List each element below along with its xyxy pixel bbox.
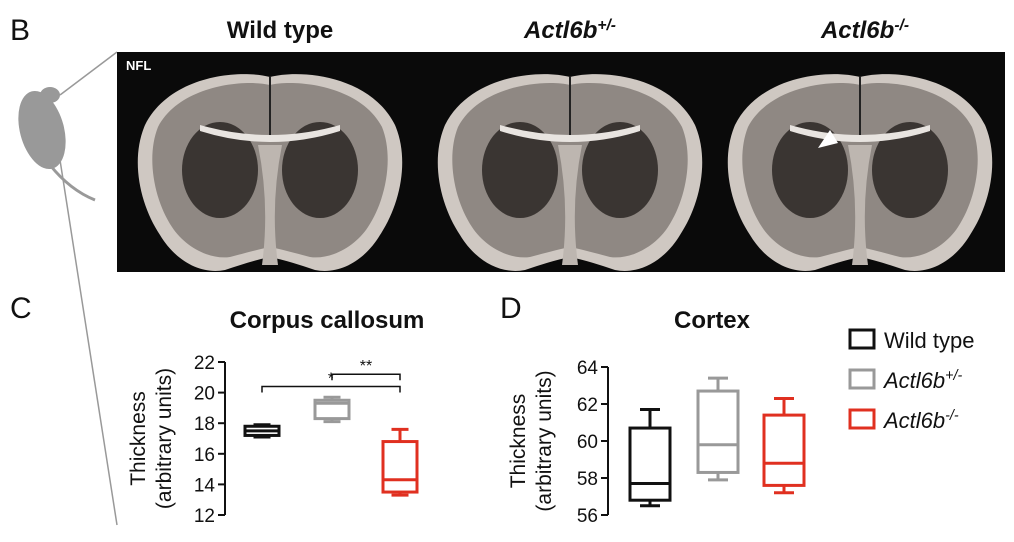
box — [313, 398, 351, 421]
box — [381, 440, 419, 494]
brain-image — [136, 73, 404, 272]
y-tick-label: 64 — [577, 358, 599, 379]
name: Wild type — [227, 17, 333, 44]
significance-label: ** — [360, 358, 372, 375]
label: Wild type — [227, 17, 333, 44]
y-tick-label: 62 — [577, 395, 598, 416]
box — [628, 426, 672, 502]
name: Actl6b — [820, 17, 894, 44]
y-axis-label: (arbitrary units) — [153, 368, 176, 509]
box — [696, 389, 740, 474]
y-tick-label: 58 — [577, 469, 598, 490]
label: Wild type — [884, 328, 974, 353]
name: Actl6b — [882, 408, 945, 433]
y-tick-label: 20 — [194, 384, 215, 405]
chart-title: Cortex — [674, 307, 751, 334]
legend-swatch — [848, 368, 876, 390]
brain-image — [726, 73, 994, 272]
y-tick-label: 22 — [194, 353, 215, 374]
label: Actl6b+/- — [523, 17, 616, 45]
brain-image — [436, 73, 704, 272]
box — [762, 413, 806, 487]
name: Wild type — [884, 328, 974, 353]
arrow — [818, 130, 838, 148]
panel-label: D — [500, 292, 522, 325]
panel-label: C — [10, 292, 32, 325]
chart-title: Corpus callosum — [230, 307, 425, 334]
y-tick-label: 56 — [577, 506, 598, 527]
y-axis-label: Thickness — [127, 391, 150, 486]
y-tick-label: 60 — [577, 432, 598, 453]
superscript: -/- — [894, 17, 909, 34]
name: Actl6b — [523, 17, 597, 44]
significance-bracket — [331, 373, 401, 381]
superscript: +/- — [945, 368, 962, 384]
stain-label: NFL — [126, 58, 151, 73]
significance-label: * — [328, 370, 334, 387]
y-tick-label: 18 — [194, 414, 215, 435]
label: Actl6b+/- — [882, 368, 962, 393]
superscript: +/- — [597, 17, 616, 34]
label: Actl6b-/- — [820, 17, 909, 45]
y-tick-label: 12 — [194, 506, 215, 527]
y-tick-label: 16 — [194, 445, 215, 466]
legend-swatch — [848, 328, 876, 350]
legend-swatch — [848, 408, 876, 430]
name: Actl6b — [882, 368, 945, 393]
y-axis-label: Thickness — [507, 394, 530, 489]
significance-bracket — [261, 385, 401, 393]
superscript: -/- — [945, 408, 959, 424]
panel-label: B — [10, 14, 30, 47]
mouse-icon — [18, 51, 118, 526]
label: Actl6b-/- — [882, 408, 959, 433]
y-tick-label: 14 — [194, 475, 216, 496]
y-axis-label: (arbitrary units) — [533, 370, 556, 511]
